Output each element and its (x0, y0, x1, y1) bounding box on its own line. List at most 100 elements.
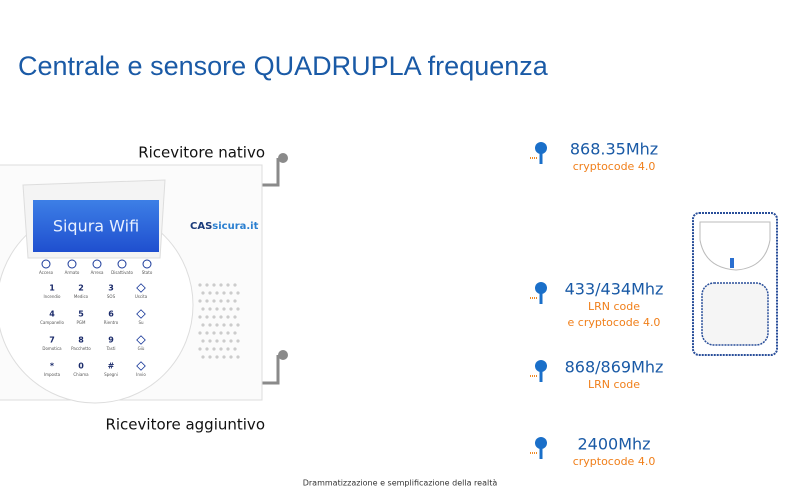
footer-note: Drammatizzazione e semplificazione della… (303, 479, 498, 488)
key-label: Chiama (73, 372, 89, 377)
speaker-hole (212, 299, 216, 303)
key-symbol: * (50, 362, 55, 371)
title: Centrale e sensore QUADRUPLA frequenza (18, 51, 549, 81)
key-symbol: 5 (78, 310, 84, 319)
speaker-hole (205, 347, 209, 351)
speaker-hole (201, 291, 205, 295)
frequency: 2400Mhz (577, 435, 650, 454)
frequency: 433/434Mhz (565, 280, 664, 299)
key-symbol: 6 (108, 310, 114, 319)
key-symbol: 2 (78, 284, 84, 293)
speaker-hole (229, 291, 233, 295)
sensor-led (730, 258, 734, 268)
speaker-hole (236, 291, 240, 295)
key-symbol: 7 (49, 336, 55, 345)
screen (33, 200, 159, 252)
speaker-hole (198, 299, 202, 303)
speaker-hole (212, 331, 216, 335)
pin-head (535, 142, 547, 154)
speaker-hole (201, 339, 205, 343)
key-icon (136, 283, 146, 293)
speaker-hole (205, 299, 209, 303)
speaker-hole (226, 299, 230, 303)
key-label: Invio (136, 372, 146, 377)
speaker-hole (229, 307, 233, 311)
speaker-hole (201, 355, 205, 359)
key-icon (136, 335, 146, 345)
protocol: LRN code (588, 300, 640, 313)
key-symbol: 8 (78, 336, 84, 345)
function-key (92, 259, 102, 269)
speaker-hole (226, 283, 230, 287)
function-key (41, 259, 51, 269)
protocol: cryptocode 4.0 (573, 160, 656, 173)
speaker-hole (198, 331, 202, 335)
function-key-label: Acceso (39, 270, 54, 275)
speaker-hole (233, 347, 237, 351)
key-label: Imposta (44, 372, 61, 377)
key-label: Giù (138, 346, 145, 351)
brand: CASsicura.it (190, 221, 259, 232)
key-symbol: 3 (108, 284, 114, 293)
speaker-hole (208, 291, 212, 295)
connector-dot (278, 350, 288, 360)
speaker-hole (201, 323, 205, 327)
key-symbol: 1 (49, 284, 55, 293)
key-icon (136, 309, 146, 319)
speaker-hole (236, 355, 240, 359)
sensor-lens (699, 221, 771, 271)
key-label: Su (138, 320, 144, 325)
pin-head (535, 282, 547, 294)
speaker-hole (198, 347, 202, 351)
connector-dot (278, 153, 288, 163)
keypad: Acceso Armato Arresa Disattivato Stato 1Incen… (39, 259, 153, 377)
speaker-hole (222, 339, 226, 343)
speaker-hole (236, 323, 240, 327)
speaker-hole (219, 315, 223, 319)
speaker-hole (226, 347, 230, 351)
speaker-hole (226, 331, 230, 335)
function-key-label: Disattivato (111, 270, 133, 275)
speaker-hole (233, 315, 237, 319)
speaker-hole (212, 315, 216, 319)
speaker-hole (229, 355, 233, 359)
speaker-hole (208, 339, 212, 343)
key-label: Campanello (40, 320, 64, 325)
key-symbol: 9 (108, 336, 114, 345)
speaker-hole (219, 299, 223, 303)
connectors (262, 158, 280, 385)
speaker-hole (205, 283, 209, 287)
function-key (142, 259, 152, 269)
pin-head (535, 360, 547, 372)
speaker-hole (219, 331, 223, 335)
speaker-hole (233, 283, 237, 287)
speaker-hole (201, 307, 205, 311)
function-key (117, 259, 127, 269)
frequency: 868.35Mhz (570, 140, 658, 159)
speaker-hole (219, 283, 223, 287)
speaker-hole (215, 355, 219, 359)
key-symbol: # (108, 362, 115, 371)
key-label: Incendio (43, 294, 61, 299)
key-symbol: 0 (78, 362, 84, 371)
speaker-hole (208, 307, 212, 311)
speaker-hole (222, 307, 226, 311)
speaker-hole (233, 299, 237, 303)
speaker-hole (205, 315, 209, 319)
sensor-window (701, 282, 769, 346)
function-key-label: Armato (65, 270, 80, 275)
speaker-hole (215, 323, 219, 327)
key-label: Domotica (42, 346, 62, 351)
speaker-hole (215, 291, 219, 295)
brand-right: sicura.it (212, 221, 258, 232)
key-symbol: 4 (49, 310, 55, 319)
speaker-hole (198, 283, 202, 287)
speaker-hole (229, 323, 233, 327)
receiver-label: Ricevitore aggiuntivo (105, 416, 265, 434)
key-label: Rientro (104, 320, 119, 325)
function-key-label: Arresa (91, 270, 104, 275)
speaker-hole (215, 307, 219, 311)
speaker-hole (208, 355, 212, 359)
